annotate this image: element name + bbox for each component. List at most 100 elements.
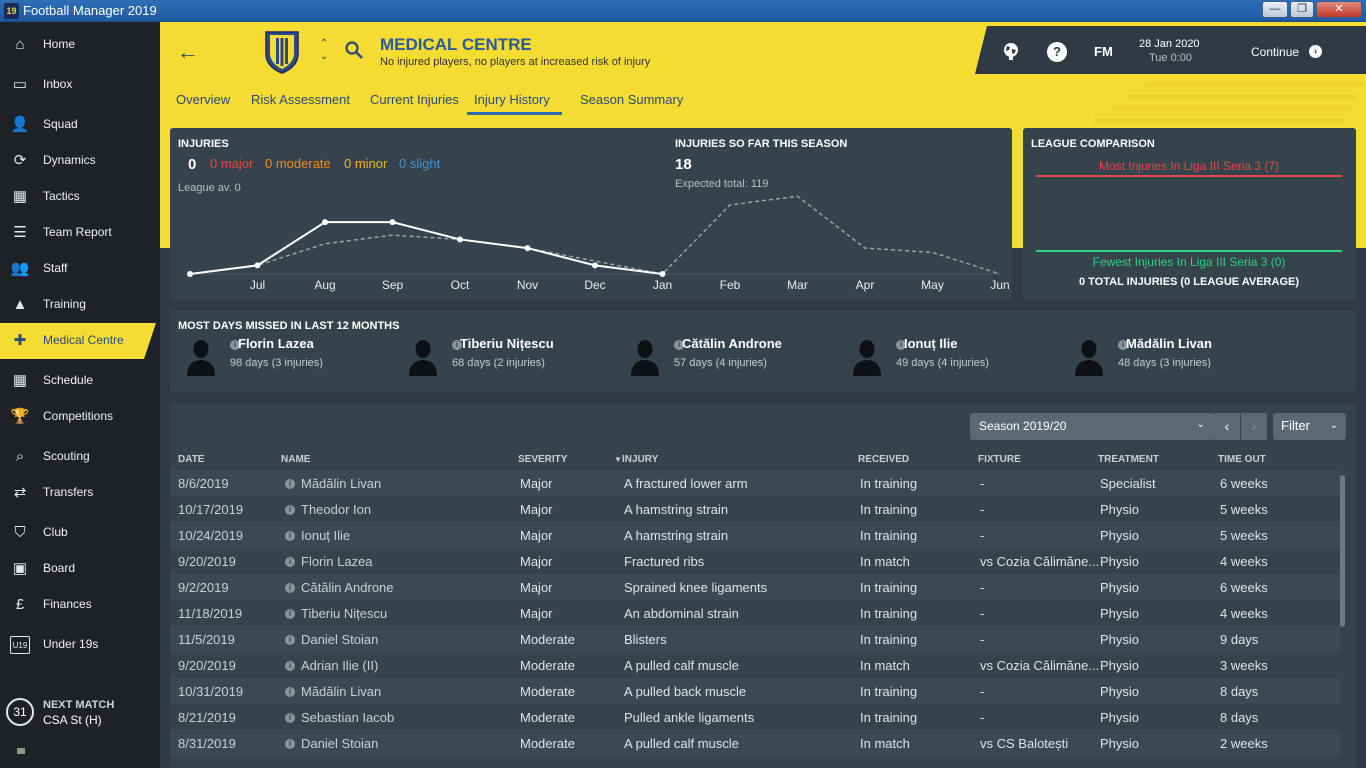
info-icon[interactable]: i — [285, 583, 295, 593]
cell-name[interactable]: Adrian Ilie (II) — [301, 658, 379, 673]
maximize-button[interactable]: ❐ — [1290, 1, 1314, 18]
info-icon[interactable]: i — [285, 687, 295, 697]
table-scrollbar[interactable] — [1340, 475, 1345, 627]
cell-name[interactable]: Tiberiu Nițescu — [301, 606, 388, 621]
missed-player-name[interactable]: Florin Lazea — [238, 336, 314, 351]
table-row[interactable]: i 9/2/2019 Cătălin Androne Major Sprained kn… — [170, 574, 1340, 600]
col-fixture[interactable]: FIXTURE — [978, 454, 1021, 465]
chart-point[interactable] — [254, 262, 261, 269]
info-icon[interactable]: i — [285, 479, 295, 489]
table-row[interactable]: i 10/17/2019 Theodor Ion Major A hamstring s… — [170, 496, 1340, 522]
club-crest-icon[interactable] — [264, 30, 300, 74]
col-date[interactable]: DATE — [178, 454, 205, 465]
col-treatment[interactable]: TREATMENT — [1098, 454, 1159, 465]
chart-point[interactable] — [524, 245, 531, 252]
sidebar-item-staff[interactable]: 👥 Staff — [0, 251, 160, 287]
info-icon[interactable]: i — [674, 340, 684, 350]
cell-name[interactable]: Ionuț Ilie — [301, 528, 351, 543]
sidebar-item-under-19s[interactable]: U19 Under 19s — [0, 627, 160, 663]
sidebar-item-finances[interactable]: £ Finances — [0, 587, 160, 623]
table-row[interactable]: i 8/31/2019 Daniel Stoian Moderate A pulled … — [170, 730, 1340, 756]
tab-overview[interactable]: Overview — [176, 92, 231, 107]
missed-player-card[interactable]: i Florin Lazea 98 days (3 injuries) — [178, 336, 378, 376]
col-time-out[interactable]: TIME OUT — [1218, 454, 1266, 465]
help-icon[interactable]: ? — [1047, 42, 1067, 62]
filter-button[interactable]: Filter ⌄ — [1273, 413, 1346, 440]
table-row[interactable]: i 11/18/2019 Tiberiu Nițescu Major An abdomi… — [170, 600, 1340, 626]
info-icon[interactable]: i — [285, 635, 295, 645]
chart-point[interactable] — [457, 236, 463, 243]
sidebar-item-squad[interactable]: 👤 Squad — [0, 107, 160, 143]
globe-icon[interactable] — [1001, 41, 1021, 61]
missed-player-card[interactable]: i Ionuț Ilie 49 days (4 injuries) — [844, 336, 1044, 376]
next-match[interactable]: 31 NEXT MATCH CSA St (H) — [0, 694, 160, 754]
sidebar-item-medical-centre[interactable]: ✚ Medical Centre — [0, 323, 156, 359]
cell-name[interactable]: Daniel Stoian — [301, 632, 379, 647]
info-icon[interactable]: i — [285, 557, 295, 567]
info-icon[interactable]: i — [285, 531, 295, 541]
sidebar-item-competitions[interactable]: 🏆 Competitions — [0, 399, 160, 435]
sidebar-item-tactics[interactable]: ▦ Tactics — [0, 179, 160, 215]
info-icon[interactable]: i — [230, 340, 240, 350]
sidebar-item-home[interactable]: ⌂ Home — [0, 27, 160, 63]
chart-point[interactable] — [187, 271, 193, 277]
chart-point[interactable] — [322, 219, 328, 226]
close-button[interactable]: ✕ — [1316, 1, 1362, 18]
sidebar-item-transfers[interactable]: ⇄ Transfers — [0, 475, 160, 511]
minimize-button[interactable]: — — [1262, 1, 1288, 18]
next-season-button[interactable]: › — [1241, 413, 1267, 440]
info-icon[interactable]: i — [896, 340, 906, 350]
cell-name[interactable]: Theodor Ion — [301, 502, 372, 517]
continue-button[interactable]: Continue — [1251, 45, 1300, 59]
missed-player-name[interactable]: Tiberiu Nițescu — [460, 336, 554, 351]
sidebar-item-training[interactable]: ▲ Training — [0, 287, 160, 323]
sidebar-item-board[interactable]: ▣ Board — [0, 551, 160, 587]
table-row[interactable]: i 11/5/2019 Daniel Stoian Moderate Blisters I… — [170, 626, 1340, 652]
club-switch-arrows[interactable]: ⌃ ⌄ — [320, 38, 329, 62]
col-name[interactable]: NAME — [281, 454, 311, 465]
info-icon[interactable]: i — [452, 340, 462, 350]
col-received[interactable]: RECEIVED — [858, 454, 910, 465]
back-arrow-icon[interactable]: ← — [177, 39, 199, 64]
cell-name[interactable]: Daniel Stoian — [301, 736, 379, 751]
col-injury[interactable]: INJURY — [622, 454, 659, 465]
sidebar-item-schedule[interactable]: ▦ Schedule — [0, 363, 160, 399]
sidebar-item-dynamics[interactable]: ⟳ Dynamics — [0, 143, 160, 179]
info-icon[interactable]: i — [285, 505, 295, 515]
sidebar-item-inbox[interactable]: ▭ Inbox — [0, 67, 160, 103]
info-icon[interactable]: i — [1118, 340, 1128, 350]
table-row[interactable]: i 9/20/2019 Adrian Ilie (II) Moderate A pull… — [170, 652, 1340, 678]
continue-arrow-icon[interactable]: › — [1309, 45, 1322, 58]
table-row[interactable]: i 9/20/2019 Florin Lazea Major Fractured rib… — [170, 548, 1340, 574]
cell-name[interactable]: Florin Lazea — [301, 554, 373, 569]
sidebar-item-club[interactable]: ⛉ Club — [0, 515, 160, 551]
sidebar-item-team-report[interactable]: ☰ Team Report — [0, 215, 160, 251]
info-icon[interactable]: i — [285, 609, 295, 619]
cell-name[interactable]: Cătălin Androne — [301, 580, 394, 595]
table-row[interactable]: i 8/21/2019 Sebastian Iacob Moderate Pulled … — [170, 704, 1340, 730]
info-icon[interactable]: i — [285, 713, 295, 723]
cell-name[interactable]: Sebastian Iacob — [301, 710, 395, 725]
chart-point[interactable] — [389, 219, 396, 226]
tab-current-injuries[interactable]: Current Injuries — [370, 92, 459, 107]
missed-player-card[interactable]: i Mădălin Livan 48 days (3 injuries) — [1066, 336, 1266, 376]
tab-season-summary[interactable]: Season Summary — [580, 92, 684, 107]
missed-player-card[interactable]: i Cătălin Androne 57 days (4 injuries) — [622, 336, 822, 376]
table-row[interactable]: i 8/6/2019 Mădălin Livan Major A fractured l… — [170, 470, 1340, 496]
info-icon[interactable]: i — [285, 661, 295, 671]
chart-point[interactable] — [659, 271, 666, 277]
missed-player-name[interactable]: Cătălin Androne — [682, 336, 782, 351]
prev-season-button[interactable]: ‹ — [1214, 413, 1240, 440]
table-row[interactable]: i 10/24/2019 Ionuț Ilie Major A hamstring st… — [170, 522, 1340, 548]
missed-player-card[interactable]: i Tiberiu Nițescu 68 days (2 injuries) — [400, 336, 600, 376]
cell-name[interactable]: Mădălin Livan — [301, 476, 382, 491]
table-row[interactable]: i 10/31/2019 Mădălin Livan Moderate A pulled… — [170, 678, 1340, 704]
missed-player-name[interactable]: Ionuț Ilie — [904, 336, 958, 351]
col-severity[interactable]: SEVERITY — [518, 454, 568, 465]
missed-player-name[interactable]: Mădălin Livan — [1126, 336, 1212, 351]
chart-point[interactable] — [592, 262, 598, 269]
cell-name[interactable]: Mădălin Livan — [301, 684, 382, 699]
season-select[interactable]: Season 2019/20 ⌄ — [970, 413, 1214, 440]
search-icon[interactable] — [344, 40, 364, 60]
sidebar-item-scouting[interactable]: ⌕ Scouting — [0, 439, 160, 475]
